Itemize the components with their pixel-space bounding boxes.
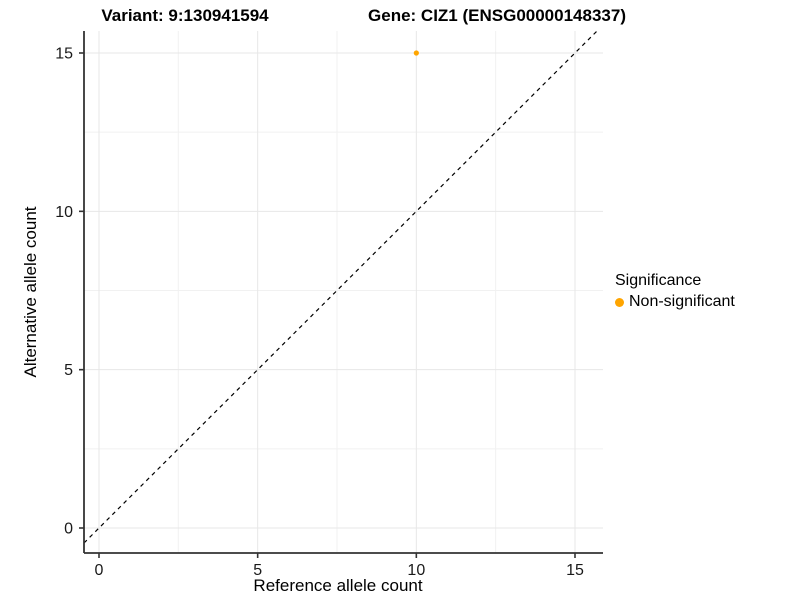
legend: Significance Non-significant [615,272,735,311]
x-tick-label: 5 [253,562,262,579]
identity-reference-line [83,30,598,544]
legend-item-non-significant: Non-significant [615,293,735,311]
plot-title-gene: Gene: CIZ1 (ENSG00000148337) [368,6,626,25]
legend-item-label: Non-significant [629,293,735,310]
plot-title-variant: Variant: 9:130941594 [101,6,269,25]
x-tick-label: 15 [566,562,584,579]
y-tick-label: 10 [55,204,73,221]
data-point [413,50,419,56]
x-tick-label: 10 [407,562,425,579]
y-tick-label: 15 [55,45,73,62]
x-axis-title: Reference allele count [253,576,423,595]
y-axis-title: Alternative allele count [21,206,40,378]
y-tick-label: 5 [64,362,73,379]
y-tick-label: 0 [64,521,73,538]
legend-marker-circle-icon [615,297,624,307]
legend-title: Significance [615,272,702,289]
x-tick-label: 0 [95,562,104,579]
